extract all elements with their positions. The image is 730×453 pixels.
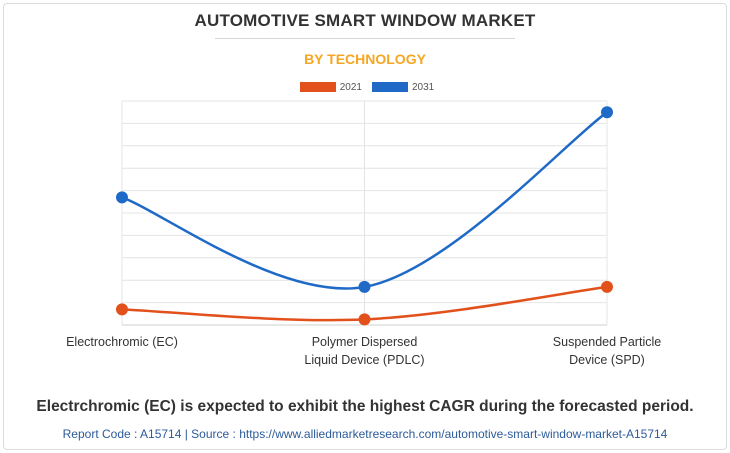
x-tick-label: Polymer Dispersed Liquid Device (PDLC) [304, 335, 424, 367]
title-divider [215, 38, 515, 39]
x-tick-label: Suspended Particle Device (SPD) [553, 335, 661, 367]
chart-subtitle: BY TECHNOLOGY [304, 51, 426, 67]
data-point-2031-0 [116, 191, 128, 204]
legend-swatch-2031 [372, 82, 408, 92]
source-line: Report Code : A15714 | Source : https://… [62, 427, 668, 441]
chart-footnote: Electrchromic (EC) is expected to exhibi… [36, 398, 694, 415]
data-point-2021-2 [601, 280, 613, 293]
data-point-2021-1 [358, 313, 371, 326]
legend-swatch-2021 [299, 82, 336, 92]
data-point-2031-1 [358, 280, 371, 293]
data-point-2021-0 [116, 303, 128, 316]
legend-item-2031[interactable]: 2031 [372, 82, 434, 93]
legend-label-2021: 2021 [339, 81, 362, 93]
x-tick-label: Electrochromic (EC) [66, 335, 178, 349]
chart-legend: 2021 2031 [0, 80, 730, 94]
chart-title: AUTOMOTIVE SMART WINDOW MARKET [194, 11, 536, 30]
legend-item-2021[interactable]: 2021 [299, 81, 362, 93]
data-point-2031-2 [601, 106, 613, 119]
legend-label-2031: 2031 [412, 81, 435, 93]
